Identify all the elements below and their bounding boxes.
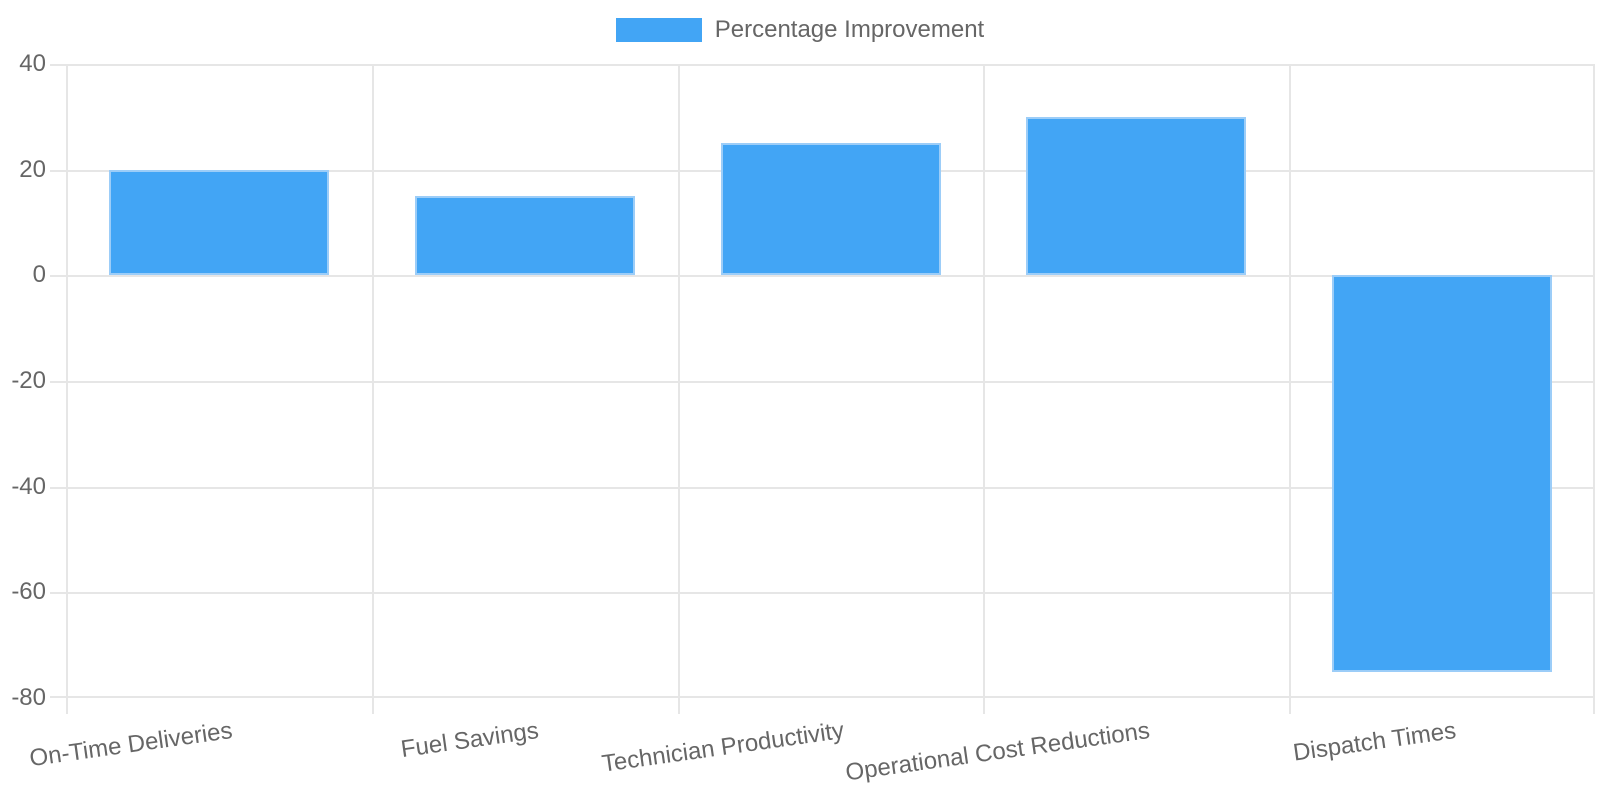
y-axis-tick-label: -60 — [11, 578, 46, 606]
y-axis-tick-label: -20 — [11, 367, 46, 394]
y-axis-tick — [50, 592, 66, 595]
y-axis-tick-label: -80 — [11, 684, 46, 711]
y-axis-tick-label: -40 — [11, 472, 46, 500]
y-axis-tick — [50, 696, 66, 698]
gridline-y--20 — [66, 381, 1595, 383]
y-axis-tick — [50, 486, 66, 489]
legend[interactable]: Percentage Improvement — [0, 18, 1600, 42]
bar-technician-productivity[interactable] — [721, 143, 941, 276]
bar-fuel-savings[interactable] — [415, 196, 635, 276]
gridline-x-3 — [983, 64, 985, 698]
y-axis-tick — [50, 64, 66, 66]
gridline-y--40 — [66, 486, 1595, 489]
gridline-y--60 — [66, 592, 1595, 595]
y-axis-tick-label: 20 — [19, 155, 46, 183]
gridline-y--80 — [66, 696, 1595, 698]
y-axis-tick-label: 0 — [32, 261, 46, 289]
x-axis-tick — [678, 698, 680, 714]
gridline-x-4 — [1289, 64, 1291, 698]
bar-dispatch-times[interactable] — [1332, 275, 1552, 672]
x-axis-tick — [1593, 698, 1595, 714]
x-axis-category-label-fuel-savings: Fuel Savings — [399, 717, 541, 764]
y-axis-tick — [50, 275, 66, 278]
y-axis-tick — [50, 169, 66, 172]
x-axis-tick — [372, 698, 374, 714]
x-axis-category-label-on-time-deliveries: On-Time Deliveries — [28, 717, 235, 773]
legend-label: Percentage Improvement — [714, 16, 985, 43]
gridline-x-0 — [66, 64, 68, 698]
y-axis-tick — [50, 381, 66, 383]
x-axis-category-label-operational-cost-reductions: Operational Cost Reductions — [844, 717, 1152, 787]
y-axis-tick-label: 40 — [19, 50, 46, 77]
x-axis-tick — [1289, 698, 1291, 714]
plot-area — [66, 64, 1595, 698]
x-axis-tick — [983, 698, 985, 714]
legend-color-swatch — [615, 18, 702, 42]
x-axis-tick — [66, 698, 68, 714]
x-axis-category-label-dispatch-times: Dispatch Times — [1291, 717, 1458, 767]
bar-operational-cost-reductions[interactable] — [1026, 116, 1246, 276]
gridline-y-0 — [66, 275, 1595, 278]
gridline-x-5 — [1593, 64, 1595, 698]
gridline-x-2 — [678, 64, 680, 698]
bar-on-time-deliveries[interactable] — [109, 169, 329, 276]
x-axis-category-label-technician-productivity: Technician Productivity — [600, 717, 847, 778]
gridline-y-40 — [66, 64, 1595, 66]
gridline-x-1 — [372, 64, 374, 698]
